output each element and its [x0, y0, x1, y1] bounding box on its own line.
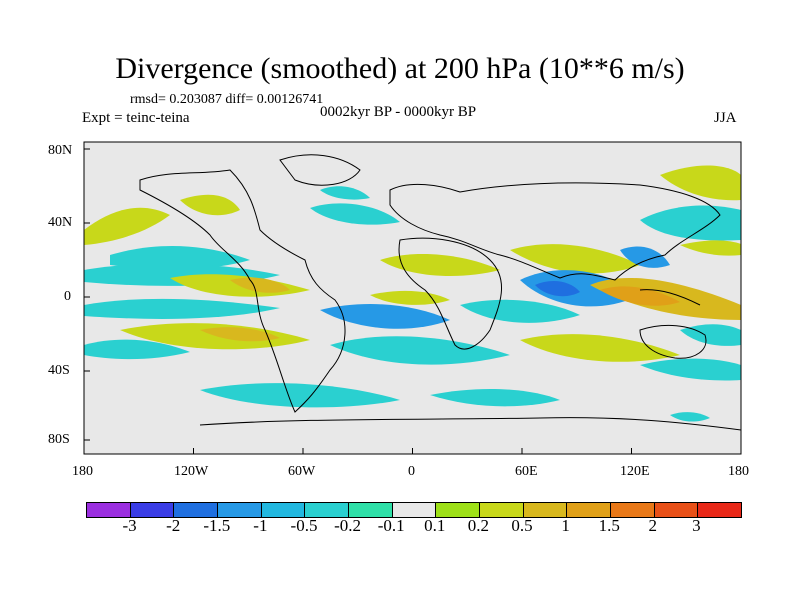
- colorbar-label: -0.2: [334, 516, 362, 535]
- colorbar-swatch: [697, 503, 742, 517]
- x-tick-120e: 120E: [620, 464, 650, 479]
- colorbar-swatch: [129, 503, 174, 517]
- y-tick-80s: 80S: [48, 432, 70, 447]
- y-tick-0: 0: [64, 289, 71, 304]
- experiment-label: Expt = teinc-teina: [82, 110, 190, 126]
- colorbar-label: -1: [253, 516, 268, 535]
- divergence-field: [84, 165, 741, 422]
- colorbar: [86, 502, 742, 518]
- x-tick-60w: 60W: [288, 464, 316, 479]
- colorbar-label: 0.2: [467, 516, 490, 535]
- colorbar-label: 2: [648, 516, 658, 535]
- map-panel: [83, 141, 742, 455]
- colorbar-swatch: [87, 503, 130, 517]
- colorbar-label: 0.5: [511, 516, 533, 535]
- period-label: 0002kyr BP - 0000kyr BP: [320, 104, 477, 120]
- colorbar-label: 3: [692, 516, 701, 535]
- colorbar-swatch: [217, 503, 261, 517]
- colorbar-swatch: [391, 503, 436, 517]
- x-tick-180w: 180: [72, 464, 93, 479]
- plot-title: Divergence (smoothed) at 200 hPa (10**6 …: [115, 52, 685, 85]
- colorbar-swatch: [610, 503, 654, 517]
- colorbar-label: -1.5: [203, 516, 231, 535]
- colorbar-swatch: [435, 503, 480, 517]
- axis-ticks: [83, 148, 742, 454]
- colorbar-label: 1: [561, 516, 570, 535]
- x-tick-180e: 180: [728, 464, 749, 479]
- x-tick-120w: 120W: [174, 464, 209, 479]
- coastlines: [139, 154, 741, 431]
- rmsd-diff-stats: rmsd= 0.203087 diff= 0.00126741: [130, 92, 324, 107]
- colorbar-label: -2: [166, 516, 181, 535]
- colorbar-swatch: [522, 503, 567, 517]
- colorbar-swatch: [304, 503, 349, 517]
- colorbar-label: -3: [122, 516, 137, 535]
- colorbar-label: -0.1: [377, 516, 405, 535]
- x-tick-60e: 60E: [515, 464, 538, 479]
- colorbar-swatch: [348, 503, 392, 517]
- x-tick-0: 0: [408, 464, 415, 479]
- colorbar-swatch: [173, 503, 218, 517]
- colorbar-label: -0.5: [290, 516, 318, 535]
- season-label: JJA: [714, 110, 737, 126]
- colorbar-swatch: [479, 503, 523, 517]
- y-tick-80n: 80N: [48, 143, 73, 158]
- y-tick-40n: 40N: [48, 215, 73, 230]
- colorbar-swatch: [566, 503, 611, 517]
- colorbar-label: 1.5: [598, 516, 620, 535]
- colorbar-swatch: [653, 503, 698, 517]
- y-tick-40s: 40S: [48, 363, 70, 378]
- colorbar-swatch: [260, 503, 305, 517]
- colorbar-label: 0.1: [424, 516, 446, 535]
